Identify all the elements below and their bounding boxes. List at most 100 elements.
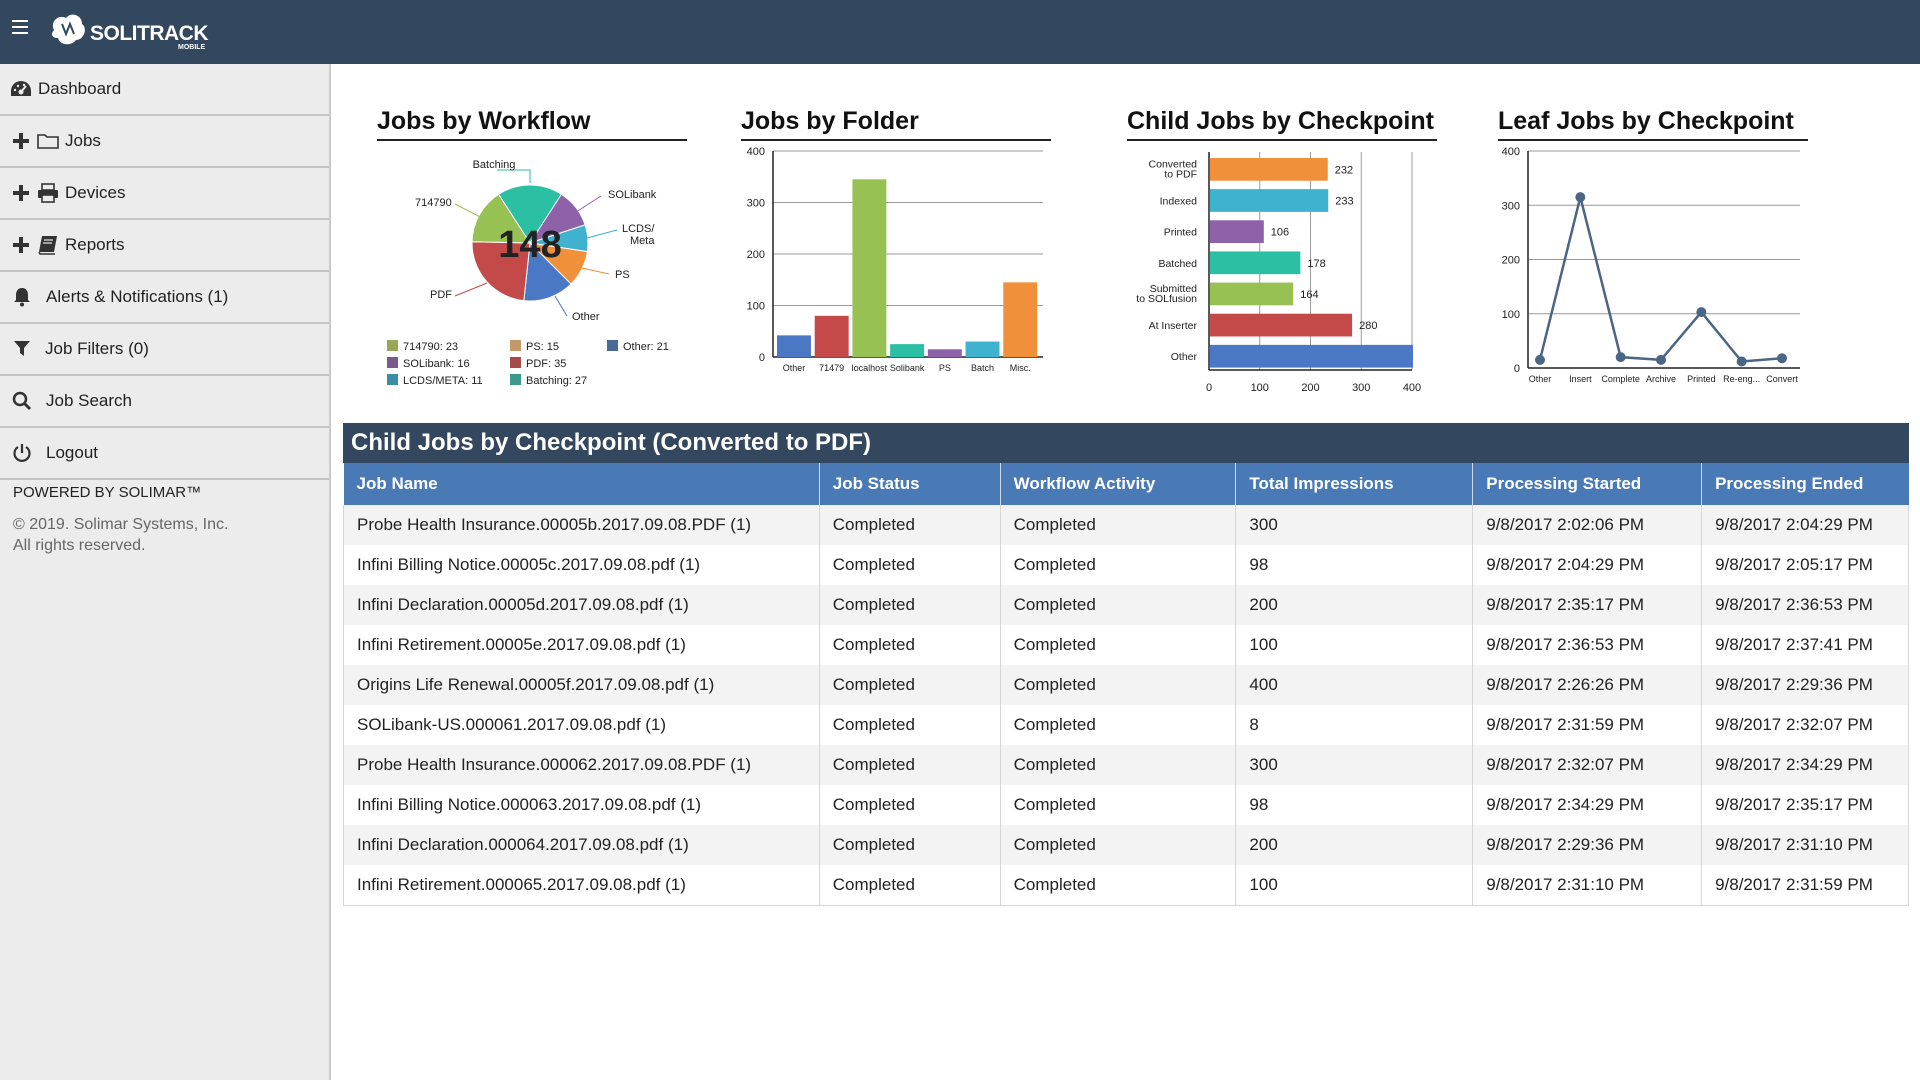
x-tick-label: 71479 bbox=[819, 363, 844, 373]
y-tick-label: 0 bbox=[1514, 363, 1520, 375]
sidebar-item-jobs[interactable]: Jobs bbox=[0, 116, 329, 168]
sidebar-item-job-search[interactable]: Job Search bbox=[0, 376, 329, 428]
x-tick-label: 400 bbox=[1403, 382, 1421, 394]
cell-processing-started: 9/8/2017 2:36:53 PM bbox=[1472, 625, 1703, 665]
cell-workflow-activity: Completed bbox=[1000, 825, 1237, 865]
column-header-job-status[interactable]: Job Status bbox=[819, 463, 1001, 505]
pie-slice-label: Batching bbox=[473, 159, 516, 171]
sidebar-item-reports[interactable]: Reports bbox=[0, 220, 329, 272]
cell-workflow-activity: Completed bbox=[1000, 785, 1237, 825]
series-line bbox=[1538, 196, 1783, 363]
table-row[interactable]: Infini Billing Notice.00005c.2017.09.08.… bbox=[343, 545, 1909, 585]
y-tick-label: At Inserter bbox=[1149, 320, 1198, 332]
expand-plus-icon[interactable] bbox=[13, 237, 29, 253]
cell-workflow-activity: Completed bbox=[1000, 505, 1237, 545]
cell-processing-ended: 9/8/2017 2:36:53 PM bbox=[1701, 585, 1909, 625]
cell-job-status: Completed bbox=[819, 745, 1001, 785]
y-tick-label: 400 bbox=[747, 146, 765, 158]
table-row[interactable]: Infini Declaration.000064.2017.09.08.pdf… bbox=[343, 825, 1909, 865]
cell-job-name: Probe Health Insurance.000062.2017.09.08… bbox=[343, 745, 820, 785]
bar-value-label: 178 bbox=[1307, 258, 1325, 270]
cell-job-name: Origins Life Renewal.00005f.2017.09.08.p… bbox=[343, 665, 820, 705]
sidebar-item-alerts[interactable]: Alerts & Notifications (1) bbox=[0, 272, 329, 324]
cell-processing-started: 9/8/2017 2:34:29 PM bbox=[1472, 785, 1703, 825]
expand-plus-icon[interactable] bbox=[13, 133, 29, 149]
chart-title-leaf: Leaf Jobs by Checkpoint bbox=[1498, 107, 1808, 141]
cell-job-name: Infini Retirement.000065.2017.09.08.pdf … bbox=[343, 865, 820, 906]
sidebar-item-label: Dashboard bbox=[38, 79, 122, 98]
sidebar-item-devices[interactable]: Devices bbox=[0, 168, 329, 220]
x-tick-label: Printed bbox=[1687, 374, 1716, 384]
x-tick-label: Complete bbox=[1601, 374, 1640, 384]
x-tick-label: PS bbox=[939, 363, 951, 373]
cell-processing-started: 9/8/2017 2:32:07 PM bbox=[1472, 745, 1703, 785]
brand-sub: MOBILE bbox=[178, 44, 206, 51]
legend-swatch bbox=[510, 374, 521, 385]
sidebar-item-label: Alerts & Notifications (1) bbox=[46, 287, 229, 306]
bell-icon bbox=[12, 287, 32, 307]
search-icon bbox=[12, 391, 32, 411]
bar bbox=[1210, 220, 1264, 244]
cell-total-impressions: 100 bbox=[1235, 625, 1474, 665]
cell-job-status: Completed bbox=[819, 625, 1001, 665]
pie-leader-line bbox=[586, 229, 618, 239]
table-row[interactable]: Probe Health Insurance.00005b.2017.09.08… bbox=[343, 505, 1909, 545]
table-row[interactable]: Infini Declaration.00005d.2017.09.08.pdf… bbox=[343, 585, 1909, 625]
cell-job-name: Probe Health Insurance.00005b.2017.09.08… bbox=[343, 505, 820, 545]
child-jobs-table: Job Name Job Status Workflow Activity To… bbox=[343, 463, 1909, 906]
data-point bbox=[1696, 307, 1707, 318]
cell-job-status: Completed bbox=[819, 825, 1001, 865]
column-header-job-name[interactable]: Job Name bbox=[343, 463, 820, 505]
x-tick-label: 0 bbox=[1206, 382, 1212, 394]
sidebar-item-label: Devices bbox=[65, 183, 126, 202]
sidebar: Dashboard Jobs Devices Reports Alerts & … bbox=[0, 64, 331, 1080]
expand-plus-icon[interactable] bbox=[13, 185, 29, 201]
cell-processing-ended: 9/8/2017 2:04:29 PM bbox=[1701, 505, 1909, 545]
cell-processing-started: 9/8/2017 2:31:59 PM bbox=[1472, 705, 1703, 745]
pie-slice bbox=[497, 184, 563, 244]
x-tick-label: Convert bbox=[1766, 374, 1798, 384]
pie-slice-label: Other bbox=[572, 311, 600, 323]
pie-leader-line bbox=[554, 295, 568, 317]
bar bbox=[1210, 313, 1353, 337]
pie-slice-label: LCDS/Meta bbox=[622, 223, 655, 247]
y-tick-label: Printed bbox=[1164, 227, 1197, 239]
cell-job-status: Completed bbox=[819, 665, 1001, 705]
chart-title-child: Child Jobs by Checkpoint bbox=[1127, 107, 1437, 141]
table-row[interactable]: Infini Retirement.00005e.2017.09.08.pdf … bbox=[343, 625, 1909, 665]
sidebar-item-job-filters[interactable]: Job Filters (0) bbox=[0, 324, 329, 376]
cell-job-name: SOLibank-US.000061.2017.09.08.pdf (1) bbox=[343, 705, 820, 745]
cell-workflow-activity: Completed bbox=[1000, 625, 1237, 665]
copyright-line: © 2019. Solimar Systems, Inc. bbox=[13, 516, 229, 533]
bar bbox=[890, 344, 925, 357]
y-tick-label: 100 bbox=[747, 301, 765, 313]
column-header-processing-ended[interactable]: Processing Ended bbox=[1701, 463, 1909, 505]
column-header-workflow-activity[interactable]: Workflow Activity bbox=[1000, 463, 1237, 505]
copyright-line: All rights reserved. bbox=[13, 537, 146, 554]
hamburger-menu-icon[interactable] bbox=[12, 20, 28, 34]
table-row[interactable]: Infini Retirement.000065.2017.09.08.pdf … bbox=[343, 865, 1909, 906]
cell-total-impressions: 300 bbox=[1235, 505, 1474, 545]
cell-processing-ended: 9/8/2017 2:05:17 PM bbox=[1701, 545, 1909, 585]
cell-job-status: Completed bbox=[819, 505, 1001, 545]
table-body: Probe Health Insurance.00005b.2017.09.08… bbox=[343, 505, 1909, 906]
column-header-processing-started[interactable]: Processing Started bbox=[1472, 463, 1703, 505]
column-header-total-impressions[interactable]: Total Impressions bbox=[1235, 463, 1474, 505]
table-row[interactable]: Origins Life Renewal.00005f.2017.09.08.p… bbox=[343, 665, 1909, 705]
cell-processing-started: 9/8/2017 2:35:17 PM bbox=[1472, 585, 1703, 625]
cell-total-impressions: 100 bbox=[1235, 865, 1474, 906]
powered-by-text: POWERED BY SOLIMAR™ bbox=[13, 484, 202, 501]
chart-title-workflow: Jobs by Workflow bbox=[377, 107, 687, 141]
sidebar-item-logout[interactable]: Logout bbox=[0, 428, 329, 480]
x-tick-label: localhost bbox=[852, 363, 888, 373]
table-row[interactable]: Infini Billing Notice.000063.2017.09.08.… bbox=[343, 785, 1909, 825]
y-tick-label: Other bbox=[1171, 351, 1198, 363]
table-row[interactable]: Probe Health Insurance.000062.2017.09.08… bbox=[343, 745, 1909, 785]
legend-swatch bbox=[387, 340, 398, 351]
bar bbox=[1210, 344, 1413, 368]
cell-processing-started: 9/8/2017 2:29:36 PM bbox=[1472, 825, 1703, 865]
pie-slice-label: PS bbox=[615, 269, 630, 281]
table-row[interactable]: SOLibank-US.000061.2017.09.08.pdf (1) Com… bbox=[343, 705, 1909, 745]
sidebar-item-dashboard[interactable]: Dashboard bbox=[0, 64, 329, 116]
y-tick-label: Indexed bbox=[1160, 196, 1198, 208]
